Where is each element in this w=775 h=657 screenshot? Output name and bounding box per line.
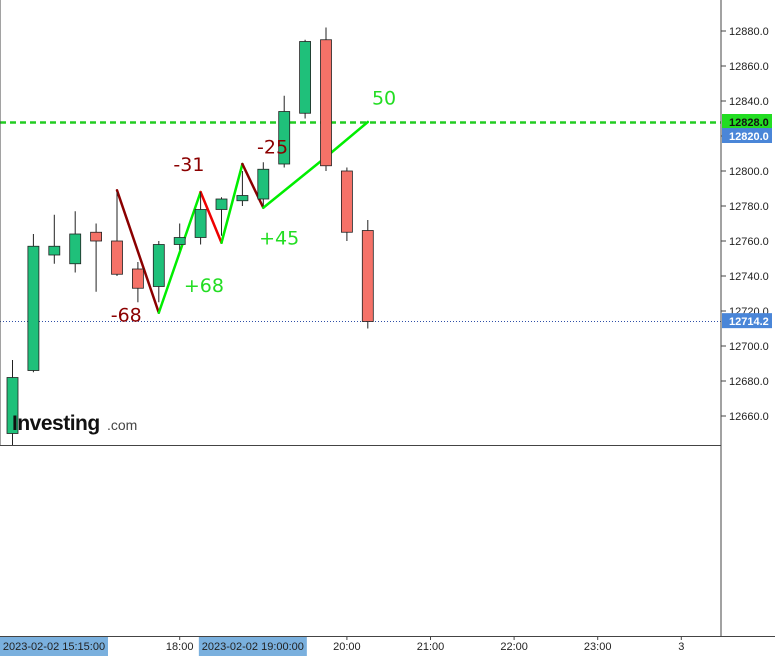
candle-16 xyxy=(340,167,353,241)
zigzag-annotations: -68 +68 -31 +45 -25 50 xyxy=(111,88,396,327)
y-tick-label: 12840.0 xyxy=(729,96,769,108)
candle-11 xyxy=(236,171,249,206)
candle-body xyxy=(320,39,332,167)
candle-8 xyxy=(173,223,186,250)
price-badges: 12828.0 12820.0 12714.2 xyxy=(722,114,772,329)
candle-body xyxy=(90,231,102,242)
price-badge-bg xyxy=(722,313,772,329)
investing-logo: Investing .com xyxy=(12,412,137,435)
zigzag-label-2: -31 xyxy=(173,154,204,176)
zigzag-segment-6 xyxy=(324,120,370,159)
y-tick-label: 12680.0 xyxy=(729,376,769,388)
price-badge-bg xyxy=(722,128,772,143)
candle-10 xyxy=(215,197,228,236)
zigzag-segment-2 xyxy=(199,190,223,244)
x-crosshair-badge xyxy=(0,637,108,656)
candle-17 xyxy=(361,220,374,329)
x-tick-label: 21:00 xyxy=(417,641,445,653)
zigzag-segment-3 xyxy=(220,162,244,244)
x-axis-panel[interactable] xyxy=(0,637,775,657)
y-tick-label: 12760.0 xyxy=(729,236,769,248)
zigzag-label-4: -25 xyxy=(257,137,288,159)
x-crosshair-label: 2023-02-02 19:00:00 xyxy=(202,641,304,653)
price-badge-label: 12828.0 xyxy=(729,117,769,129)
price-badge-1: 12820.0 xyxy=(722,128,772,143)
candle-body xyxy=(236,195,249,202)
candle-body xyxy=(340,170,353,233)
candle-6 xyxy=(131,262,144,303)
candle-3 xyxy=(69,211,82,273)
logo-main-text: Investing xyxy=(12,412,100,435)
zigzag-label-0: -68 xyxy=(111,305,142,327)
y-tick-label: 12660.0 xyxy=(729,411,769,423)
x-tick-label: 3 xyxy=(678,641,684,653)
candles xyxy=(6,27,374,445)
x-crosshair-label: 2023-02-02 15:15:00 xyxy=(3,641,105,653)
zigzag-label-1: +68 xyxy=(184,275,224,297)
x-tick-label: 20:00 xyxy=(333,641,361,653)
zigzag-label-3: +45 xyxy=(259,228,299,250)
x-crosshair-badge xyxy=(198,637,307,656)
candle-body xyxy=(69,233,82,265)
y-axis-ticks: 12880.0 12860.0 12840.0 12820.0 12800.0 12780… xyxy=(721,26,769,423)
candle-body xyxy=(299,41,312,114)
x-tick-label: 23:00 xyxy=(584,641,612,653)
zigzag-label-5: 50 xyxy=(372,88,396,110)
candle-body xyxy=(131,268,144,289)
zigzag-segment-0 xyxy=(115,189,161,314)
candle-2 xyxy=(48,214,61,264)
price-badge-2: 12714.2 xyxy=(722,313,772,329)
price-badge-label: 12820.0 xyxy=(729,131,769,143)
candle-9 xyxy=(194,192,207,245)
logo-suffix-text: .com xyxy=(107,417,137,433)
x-tick-label: 22:00 xyxy=(500,641,528,653)
candle-1 xyxy=(27,234,40,373)
y-tick-label: 12740.0 xyxy=(729,271,769,283)
zigzag-lines xyxy=(115,120,370,314)
candle-body xyxy=(215,198,228,210)
candle-body xyxy=(48,245,61,256)
candle-5 xyxy=(111,192,123,276)
candle-15 xyxy=(320,27,332,171)
price-lines xyxy=(0,121,721,322)
candle-0 xyxy=(6,360,19,445)
candle-body xyxy=(111,240,123,275)
candle-14 xyxy=(299,39,312,119)
candle-4 xyxy=(90,223,102,292)
candle-body xyxy=(257,168,270,200)
candle-body xyxy=(152,244,165,287)
y-tick-label: 12780.0 xyxy=(729,201,769,213)
y-tick-label: 12700.0 xyxy=(729,341,769,353)
zigzag-segment-4 xyxy=(241,162,265,209)
x-tick-label: 18:00 xyxy=(166,641,194,653)
y-tick-label: 12860.0 xyxy=(729,61,769,73)
candle-12 xyxy=(257,162,270,206)
zigzag-segment-5 xyxy=(262,155,328,209)
y-tick-label: 12880.0 xyxy=(729,26,769,38)
x-axis-ticks: 2023-02-02 15:15:00 18:00 2023-02-02 19:00… xyxy=(0,636,684,656)
zigzag-segment-1 xyxy=(157,190,202,314)
candle-body xyxy=(361,230,374,322)
candle-body xyxy=(173,237,186,245)
price-badge-label: 12714.2 xyxy=(729,316,769,328)
price-badge-bg xyxy=(722,114,772,129)
candle-body xyxy=(194,209,207,238)
candle-body xyxy=(6,377,19,434)
y-tick-label: 12800.0 xyxy=(729,166,769,178)
candle-body xyxy=(27,245,40,371)
price-badge-0: 12828.0 xyxy=(722,114,772,129)
candle-body xyxy=(278,111,291,165)
candle-7 xyxy=(152,241,165,303)
candle-13 xyxy=(278,95,291,168)
